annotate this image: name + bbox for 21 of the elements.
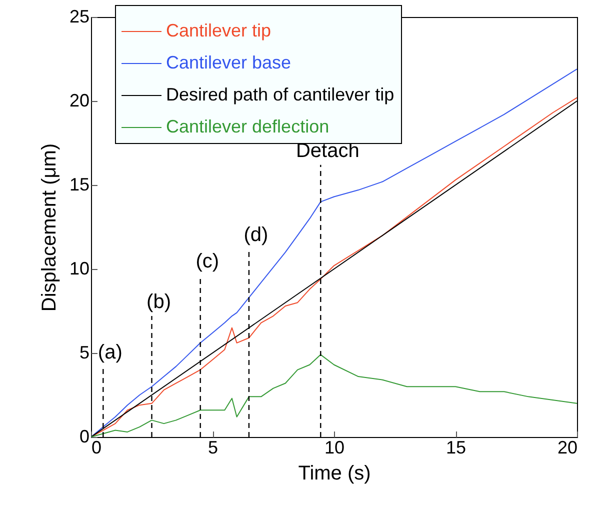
y-tick-label: 5 xyxy=(79,342,90,362)
legend-label: Cantilever base xyxy=(166,52,292,72)
legend-label: Cantilever deflection xyxy=(166,116,330,136)
annotation: (a) xyxy=(98,341,122,364)
legend-label: Desired path of cantilever tip xyxy=(166,84,394,104)
legend-label: Cantilever tip xyxy=(166,20,272,40)
x-tick-label: 20 xyxy=(557,438,578,458)
annotation: (c) xyxy=(196,250,220,273)
annotation: (d) xyxy=(244,224,268,246)
x-tick-label: 15 xyxy=(446,438,466,458)
x-tick-label: 0 xyxy=(92,438,102,458)
y-tick-label: 20 xyxy=(69,90,90,110)
annotation: (b) xyxy=(146,291,171,314)
x-tick-label: 10 xyxy=(324,438,345,458)
y-tick-label: 10 xyxy=(69,258,90,278)
y-tick-label: 15 xyxy=(69,174,90,194)
annotation: Detach xyxy=(296,140,360,162)
y-axis-title: Displacement (μm) xyxy=(38,143,60,312)
y-tick-label: 25 xyxy=(69,6,90,26)
x-axis-title: Time (s) xyxy=(298,462,371,484)
x-tick-label: 5 xyxy=(208,438,218,458)
